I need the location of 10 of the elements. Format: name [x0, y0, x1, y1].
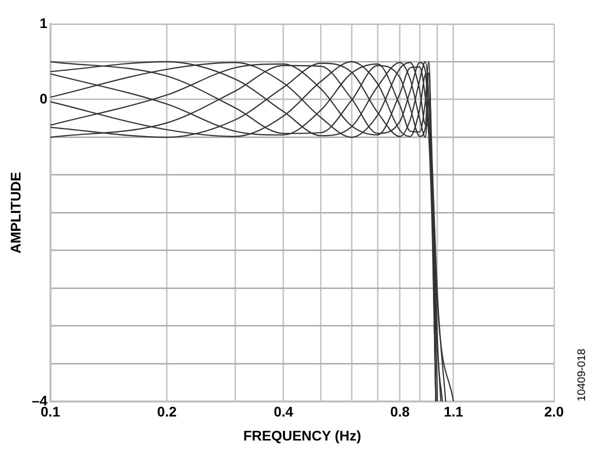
- text: 10409-018: [576, 348, 588, 402]
- x-tick-label: 0.4: [274, 404, 294, 420]
- x-tick-label: 1.1: [444, 404, 464, 420]
- y-tick-label: 0: [40, 90, 48, 106]
- x-tick-label: 0.8: [390, 404, 410, 420]
- x-axis-title: FREQUENCY (Hz): [243, 427, 362, 444]
- x-tick-label: 2.0: [544, 404, 564, 420]
- y-tick-label: 1: [40, 14, 48, 31]
- x-tick-label: 0.2: [157, 404, 177, 420]
- y-axis-title: AMPLITUDE: [7, 172, 24, 254]
